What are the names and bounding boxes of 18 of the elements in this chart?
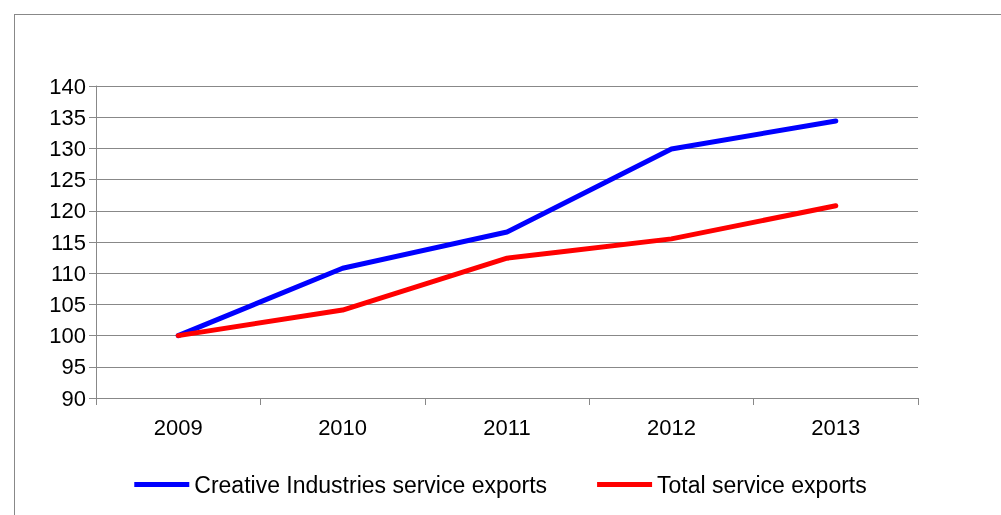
legend-label: Total service exports <box>657 471 867 498</box>
y-tick-label: 100 <box>49 323 86 349</box>
x-tick-label: 2011 <box>483 414 531 440</box>
x-tick-label: 2013 <box>811 414 861 440</box>
y-tick-label: 115 <box>50 229 86 255</box>
y-tick-label: 90 <box>61 385 86 411</box>
y-tick-label: 140 <box>49 73 86 99</box>
y-tick-label: 95 <box>61 354 86 380</box>
x-tick-label: 2012 <box>646 414 696 440</box>
y-tick-label: 120 <box>49 198 86 224</box>
y-tick-label: 110 <box>50 260 86 286</box>
x-tick-label: 2009 <box>153 414 203 440</box>
y-tick-label: 105 <box>49 291 86 317</box>
y-tick-label: 130 <box>49 135 86 161</box>
y-tick-label: 135 <box>49 104 86 130</box>
legend-label: Creative Industries service exports <box>194 471 548 498</box>
y-tick-label: 125 <box>49 167 86 193</box>
x-tick-label: 2010 <box>318 414 368 440</box>
